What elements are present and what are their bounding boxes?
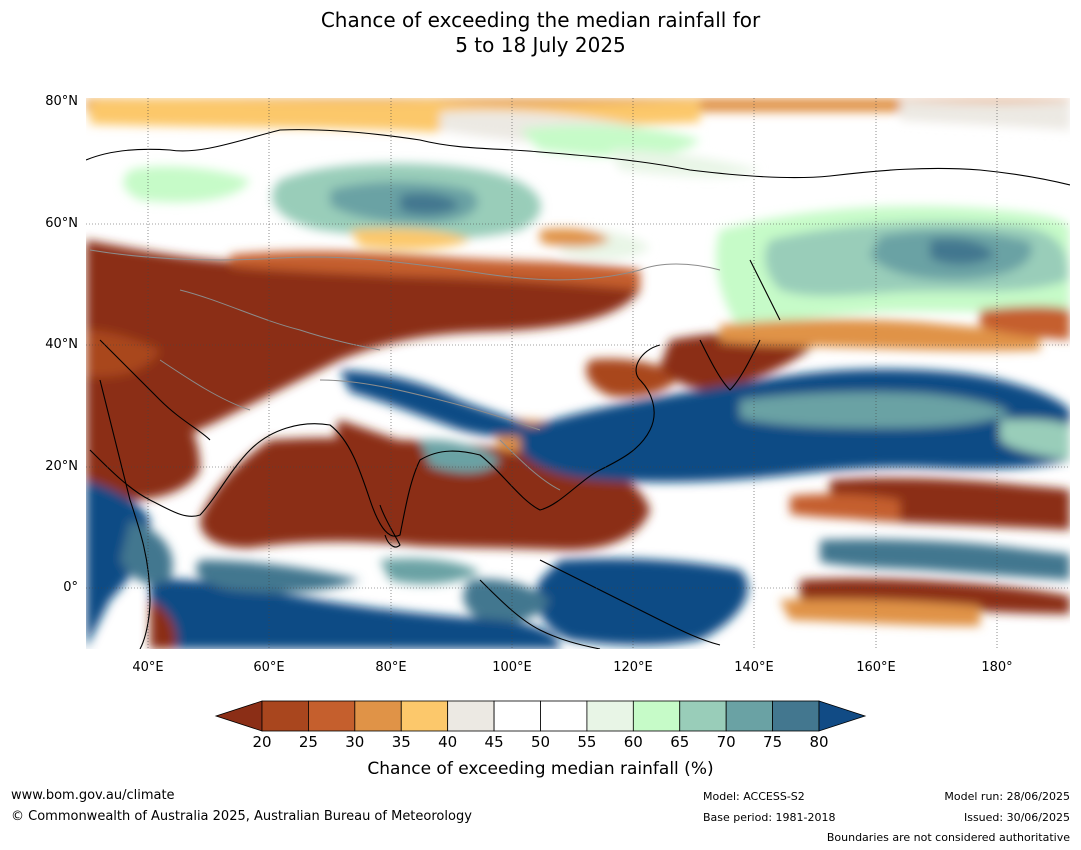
lon-label: 120°E bbox=[613, 660, 653, 675]
lat-label: 80°N bbox=[45, 94, 78, 109]
website-link[interactable]: www.bom.gov.au/climate bbox=[11, 788, 175, 803]
colorbar-box bbox=[308, 700, 356, 732]
graticule bbox=[86, 98, 1070, 649]
lon-label: 60°E bbox=[253, 660, 285, 675]
colorbar-box bbox=[679, 700, 727, 732]
rainfall-probability-field bbox=[86, 98, 1070, 649]
colorbar-box bbox=[772, 700, 820, 732]
colorbar bbox=[214, 700, 867, 732]
colorbar-box bbox=[725, 700, 773, 732]
colorbar-tick-label: 60 bbox=[623, 733, 643, 751]
title-line-1: Chance of exceeding the median rainfall … bbox=[320, 8, 761, 32]
boundaries-disclaimer: Boundaries are not considered authoritat… bbox=[826, 831, 1070, 844]
colorbar-tick-label: 45 bbox=[484, 733, 504, 751]
colorbar-tick-label: 20 bbox=[252, 733, 272, 751]
base-period: Base period: 1981-2018 bbox=[703, 811, 836, 824]
lon-label: 100°E bbox=[492, 660, 532, 675]
lon-label: 180° bbox=[981, 660, 1013, 675]
lat-label: 20°N bbox=[45, 459, 78, 474]
colorbar-box bbox=[261, 700, 309, 732]
colorbar-box bbox=[354, 700, 402, 732]
map-title: Chance of exceeding the median rainfall … bbox=[0, 8, 1081, 58]
copyright-text: © Commonwealth of Australia 2025, Austra… bbox=[11, 809, 472, 824]
lat-label: 40°N bbox=[45, 337, 78, 352]
colorbar-tick-label: 65 bbox=[670, 733, 690, 751]
colorbar-title: Chance of exceeding median rainfall (%) bbox=[367, 759, 714, 779]
colorbar-high-extension bbox=[818, 700, 867, 732]
colorbar-tick-label: 40 bbox=[438, 733, 458, 751]
lon-label: 160°E bbox=[856, 660, 896, 675]
lon-label: 140°E bbox=[734, 660, 774, 675]
title-line-2: 5 to 18 July 2025 bbox=[455, 33, 626, 57]
colorbar-tick-label: 75 bbox=[763, 733, 783, 751]
model-name: Model: ACCESS-S2 bbox=[703, 790, 805, 803]
colorbar-box bbox=[632, 700, 681, 732]
colorbar-box bbox=[540, 700, 588, 732]
lon-label: 40°E bbox=[132, 660, 164, 675]
lat-label: 0° bbox=[63, 580, 78, 595]
colorbar-box bbox=[400, 700, 449, 732]
lon-label: 80°E bbox=[375, 660, 407, 675]
colorbar-tick-label: 35 bbox=[391, 733, 411, 751]
colorbar-tick-label: 50 bbox=[530, 733, 551, 751]
colorbar-tick-label: 25 bbox=[298, 733, 318, 751]
colorbar-boxes bbox=[261, 700, 820, 732]
model-run-date: Model run: 28/06/2025 bbox=[944, 790, 1070, 803]
colorbar-box bbox=[493, 700, 541, 732]
colorbar-low-extension bbox=[214, 700, 263, 732]
colorbar-box bbox=[586, 700, 634, 732]
lat-label: 60°N bbox=[45, 216, 78, 231]
colorbar-box bbox=[447, 700, 495, 732]
issued-date: Issued: 30/06/2025 bbox=[963, 811, 1070, 824]
colorbar-tick-label: 30 bbox=[345, 733, 365, 751]
colorbar-tick-label: 70 bbox=[716, 733, 736, 751]
colorbar-tick-label: 55 bbox=[577, 733, 597, 751]
coastlines bbox=[86, 129, 1070, 649]
colorbar-tick-label: 80 bbox=[809, 733, 829, 751]
